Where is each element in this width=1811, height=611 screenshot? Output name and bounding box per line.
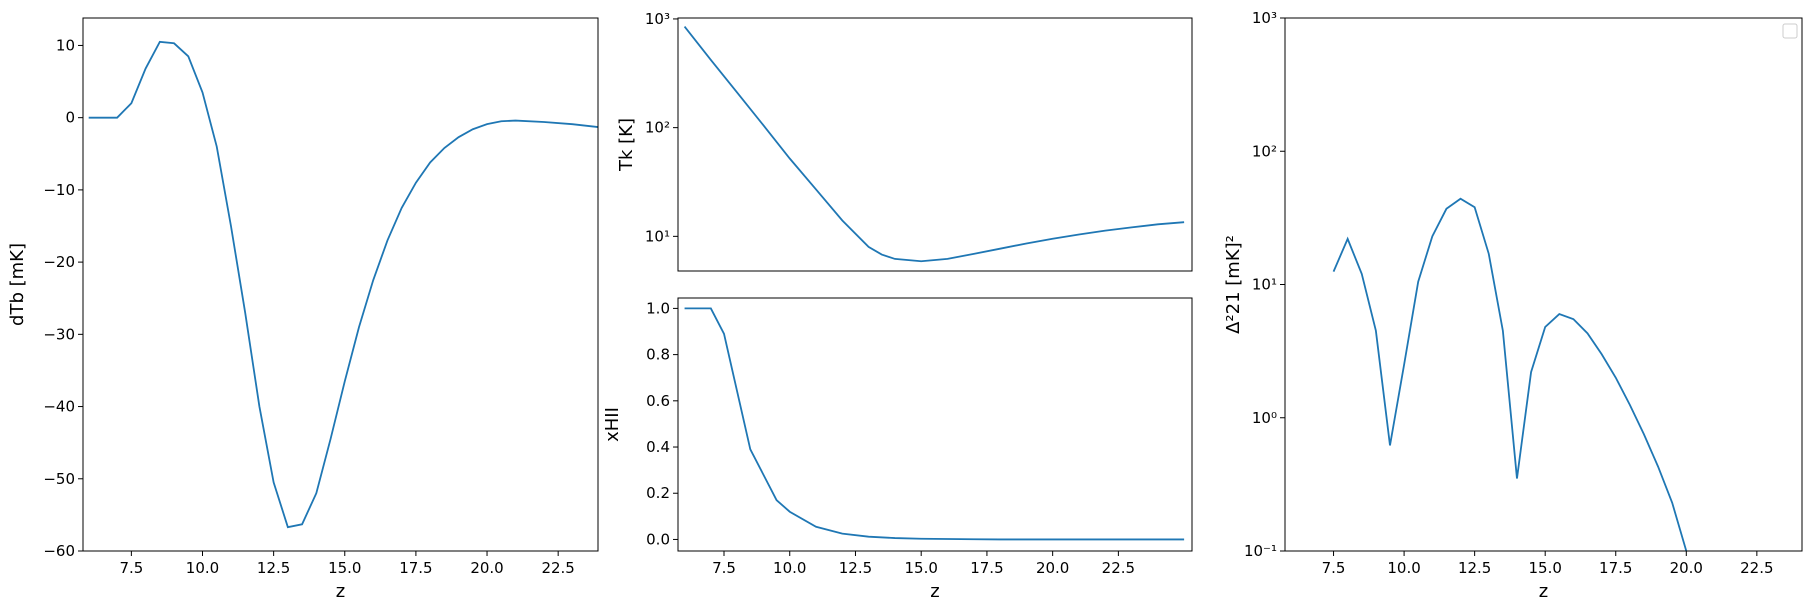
y-tick-label: −60 [43, 542, 75, 560]
y-tick-label: −50 [43, 470, 75, 488]
subplot: 7.5 10.0 12.5 15.0 17.5 20.0 22.5 10⁻¹ 10⁰ 10¹ 10²… [1223, 9, 1803, 602]
x-tick-label: 17.5 [1599, 559, 1632, 577]
y-tick-label: −20 [43, 253, 75, 271]
x-tick-label: 22.5 [541, 559, 574, 577]
axes-frame [677, 297, 1193, 552]
y-tick-label: 0.8 [646, 346, 670, 364]
y-axis-label: Tk [K] [616, 118, 637, 172]
x-tick-label: 7.5 [119, 559, 143, 577]
y-tick-label: 10² [1252, 142, 1277, 160]
x-axis-label: z [1539, 581, 1548, 602]
x-axis-label: z [930, 581, 939, 602]
y-tick-label: 1.0 [646, 299, 670, 317]
y-tick-label: 10¹ [645, 227, 670, 245]
axes-frame [82, 17, 599, 552]
x-tick-label: 15.0 [904, 559, 937, 577]
y-tick-label: 10¹ [1252, 276, 1277, 294]
x-tick-label: 7.5 [1322, 559, 1346, 577]
y-tick-label: 0 [65, 109, 75, 127]
y-tick-label: −40 [43, 398, 75, 416]
axes-frame [677, 17, 1193, 272]
x-tick-label: 15.0 [328, 559, 361, 577]
y-tick-label: 10³ [1252, 9, 1277, 27]
data-line [684, 307, 1185, 541]
x-tick-label: 10.0 [1387, 559, 1420, 577]
subplot: 7.5 10.0 12.5 15.0 17.5 20.0 22.5 −60 −50 −40 −30 −… [7, 17, 599, 602]
subplot: 7.5 10.0 12.5 15.0 17.5 20.0 22.5 0.0 0.2 0.4 0.6 0… [602, 297, 1193, 602]
x-tick-label: 20.0 [1670, 559, 1703, 577]
y-tick-label: 0.4 [646, 438, 670, 456]
x-tick-label: 20.0 [1036, 559, 1069, 577]
x-tick-label: 10.0 [186, 559, 219, 577]
x-tick-label: 10.0 [773, 559, 806, 577]
x-tick-label: 12.5 [1458, 559, 1491, 577]
x-axis-label: z [336, 581, 345, 602]
data-line [1332, 197, 1688, 551]
data-line [683, 26, 1185, 263]
y-axis-label: Δ²21 [mK]² [1223, 235, 1244, 334]
axes-frame [1284, 17, 1803, 552]
y-axis-label: dTb [mK] [7, 243, 28, 326]
x-tick-label: 22.5 [1740, 559, 1773, 577]
y-tick-label: 10⁻¹ [1244, 542, 1277, 560]
y-tick-label: 0.0 [646, 530, 670, 548]
x-tick-label: 12.5 [257, 559, 290, 577]
subplot: 10¹ 10² 10³ Tk [K] [616, 10, 1193, 272]
y-tick-label: 0.2 [646, 484, 670, 502]
x-tick-label: 12.5 [839, 559, 872, 577]
data-line [88, 40, 598, 529]
empty-legend [1782, 23, 1798, 39]
y-tick-label: 0.6 [646, 392, 670, 410]
y-tick-label: 10 [56, 36, 75, 54]
x-tick-label: 15.0 [1528, 559, 1561, 577]
y-tick-label: 10⁰ [1252, 409, 1277, 427]
y-tick-label: −30 [43, 325, 75, 343]
y-axis-label: xHII [602, 407, 623, 442]
y-tick-label: 10² [645, 119, 670, 137]
x-tick-label: 22.5 [1102, 559, 1135, 577]
x-tick-label: 17.5 [970, 559, 1003, 577]
x-tick-label: 7.5 [712, 559, 736, 577]
x-tick-label: 17.5 [399, 559, 432, 577]
y-tick-label: 10³ [645, 10, 670, 28]
y-tick-label: −10 [43, 181, 75, 199]
x-tick-label: 20.0 [470, 559, 503, 577]
